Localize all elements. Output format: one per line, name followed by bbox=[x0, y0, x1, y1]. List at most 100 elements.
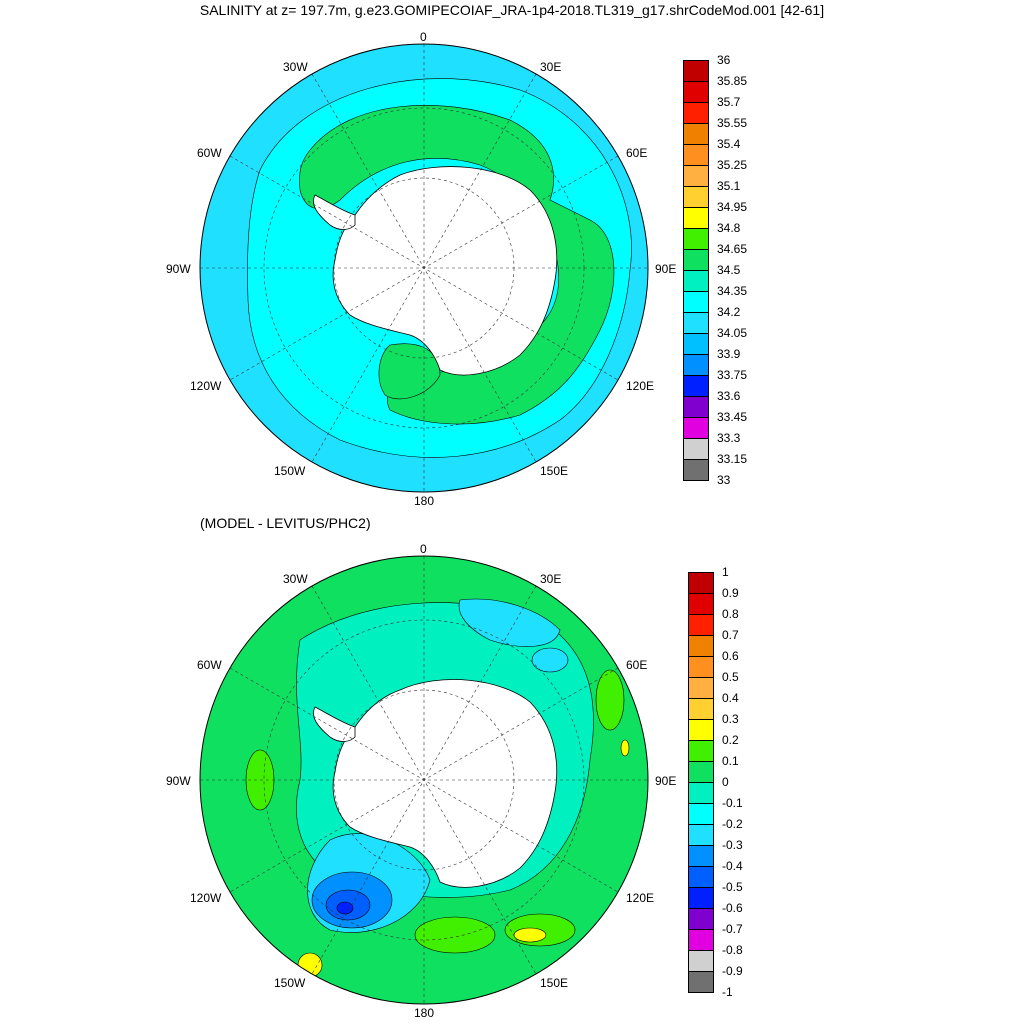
top-colorbar-swatch bbox=[683, 375, 709, 397]
top-colorbar-label: 33.75 bbox=[717, 368, 748, 382]
bottom-negative-patch-east bbox=[531, 647, 569, 673]
bottom-hot-patch-3 bbox=[620, 739, 630, 757]
top-lon-60e: 60E bbox=[626, 146, 648, 160]
bottom-colorbar-label: -0.6 bbox=[722, 901, 743, 915]
bottom-colorbar-label: -0.3 bbox=[722, 838, 743, 852]
bottom-colorbar-label: -0.2 bbox=[722, 817, 743, 831]
top-lon-30w: 30W bbox=[283, 60, 308, 74]
bottom-colorbar-label: 0.6 bbox=[722, 649, 739, 663]
figure-title: SALINITY at z= 197.7m, g.e23.GOMIPECOIAF… bbox=[199, 2, 825, 18]
bottom-colorbar-label: 0.7 bbox=[722, 628, 739, 642]
top-colorbar-label: 34.65 bbox=[717, 242, 748, 256]
bottom-colorbar-label: 1 bbox=[722, 565, 729, 579]
bottom-lon-150e: 150E bbox=[540, 976, 569, 990]
top-colorbar-label: 35.85 bbox=[717, 74, 748, 88]
bottom-colorbar-swatch bbox=[688, 740, 714, 762]
bottom-lon-120e: 120E bbox=[626, 891, 655, 905]
bottom-colorbar-label: -0.9 bbox=[722, 964, 743, 978]
bottom-colorbar-swatch bbox=[688, 635, 714, 657]
top-lon-90w: 90W bbox=[166, 262, 191, 276]
bottom-lon-0: 0 bbox=[420, 542, 427, 556]
top-colorbar-label: 34.8 bbox=[717, 221, 741, 235]
top-lon-120e: 120E bbox=[626, 379, 655, 393]
top-colorbar-label: 34.95 bbox=[717, 200, 748, 214]
top-colorbar-label: 33.3 bbox=[717, 431, 741, 445]
bottom-positive-patch-1 bbox=[414, 916, 496, 954]
bottom-colorbar-swatch bbox=[688, 824, 714, 846]
bottom-antarctica bbox=[332, 679, 558, 888]
bottom-colorbar: 1 0.9 0.8 0.7 0.6 0.5 0.4 0.3 0.2 0.1 0 -0.1 -0.2 -0.… bbox=[688, 565, 788, 999]
top-colorbar-label: 34.05 bbox=[717, 326, 748, 340]
top-colorbar-swatch bbox=[683, 312, 709, 334]
bottom-colorbar-swatch bbox=[688, 908, 714, 930]
bottom-colorbar-label: 0 bbox=[722, 775, 729, 789]
bottom-colorbar-label: -0.1 bbox=[722, 796, 743, 810]
bottom-colorbar-label: 0.9 bbox=[722, 586, 739, 600]
bottom-colorbar-label: 0.3 bbox=[722, 712, 739, 726]
top-colorbar-swatch bbox=[683, 291, 709, 313]
top-colorbar-label: 34.2 bbox=[717, 305, 741, 319]
bottom-lon-90e: 90E bbox=[655, 774, 677, 788]
bottom-colorbar-swatch bbox=[688, 698, 714, 720]
bottom-colorbar-swatch bbox=[688, 929, 714, 951]
bottom-peninsula bbox=[313, 706, 356, 742]
bottom-lon-60w: 60W bbox=[197, 658, 222, 672]
top-colorbar-swatch bbox=[683, 228, 709, 250]
top-salinity-map bbox=[199, 43, 649, 493]
bottom-positive-patch-4 bbox=[595, 669, 625, 731]
bottom-colorbar-swatch bbox=[688, 782, 714, 804]
top-colorbar-swatch bbox=[683, 438, 709, 460]
bottom-colorbar-label: -0.5 bbox=[722, 880, 743, 894]
top-colorbar-label: 35.25 bbox=[717, 158, 748, 172]
bottom-colorbar-label: 0.1 bbox=[722, 754, 739, 768]
bottom-colorbar-swatch bbox=[688, 614, 714, 636]
top-lon-30e: 30E bbox=[540, 60, 562, 74]
top-acc-band-east bbox=[378, 343, 441, 400]
top-colorbar-label: 36 bbox=[717, 53, 731, 67]
bottom-negative-patch-north bbox=[458, 598, 561, 647]
bottom-colorbar-label: -1 bbox=[722, 985, 733, 999]
top-antarctica bbox=[332, 166, 558, 376]
top-colorbar-label: 35.55 bbox=[717, 116, 748, 130]
top-colorbar: 36 35.85 35.7 35.55 35.4 35.25 35.1 34.95 34.8 34… bbox=[683, 53, 783, 487]
bottom-lon-30e: 30E bbox=[540, 572, 562, 586]
bottom-colorbar-swatch bbox=[688, 845, 714, 867]
bottom-colorbar-label: -0.7 bbox=[722, 922, 743, 936]
top-lon-120w: 120W bbox=[190, 379, 222, 393]
top-lon-60w: 60W bbox=[197, 146, 222, 160]
bottom-lon-180: 180 bbox=[414, 1006, 435, 1020]
top-colorbar-label: 33.15 bbox=[717, 452, 748, 466]
top-colorbar-label: 33.6 bbox=[717, 389, 741, 403]
top-colorbar-swatch bbox=[683, 144, 709, 166]
top-lon-90e: 90E bbox=[655, 262, 677, 276]
top-colorbar-label: 33 bbox=[717, 473, 731, 487]
bottom-lon-150w: 150W bbox=[274, 976, 306, 990]
bottom-colorbar-label: -0.4 bbox=[722, 859, 743, 873]
top-colorbar-swatch bbox=[683, 186, 709, 208]
bottom-colorbar-swatch bbox=[688, 950, 714, 972]
top-colorbar-swatch bbox=[683, 459, 709, 481]
top-colorbar-swatch bbox=[683, 396, 709, 418]
top-colorbar-swatch bbox=[683, 354, 709, 376]
top-colorbar-swatch bbox=[683, 417, 709, 439]
bottom-colorbar-label: 0.2 bbox=[722, 733, 739, 747]
top-colorbar-label: 33.9 bbox=[717, 347, 741, 361]
bottom-negative-core-3 bbox=[336, 901, 354, 915]
top-colorbar-swatch bbox=[683, 249, 709, 271]
bottom-hot-patch-1 bbox=[513, 927, 547, 943]
top-lon-150w: 150W bbox=[274, 464, 306, 478]
bottom-colorbar-swatch bbox=[688, 677, 714, 699]
bottom-colorbar-swatch bbox=[688, 656, 714, 678]
top-colorbar-swatch bbox=[683, 165, 709, 187]
top-lon-150e: 150E bbox=[540, 464, 569, 478]
top-colorbar-label: 35.7 bbox=[717, 95, 741, 109]
top-peninsula bbox=[313, 194, 356, 230]
bottom-colorbar-swatch bbox=[688, 866, 714, 888]
bottom-difference-map bbox=[199, 555, 649, 1005]
top-colorbar-swatch bbox=[683, 102, 709, 124]
bottom-lon-60e: 60E bbox=[626, 658, 648, 672]
bottom-lon-90w: 90W bbox=[166, 774, 191, 788]
top-lon-180: 180 bbox=[414, 494, 435, 508]
bottom-colorbar-label: 0.8 bbox=[722, 607, 739, 621]
bottom-colorbar-swatch bbox=[688, 572, 714, 594]
